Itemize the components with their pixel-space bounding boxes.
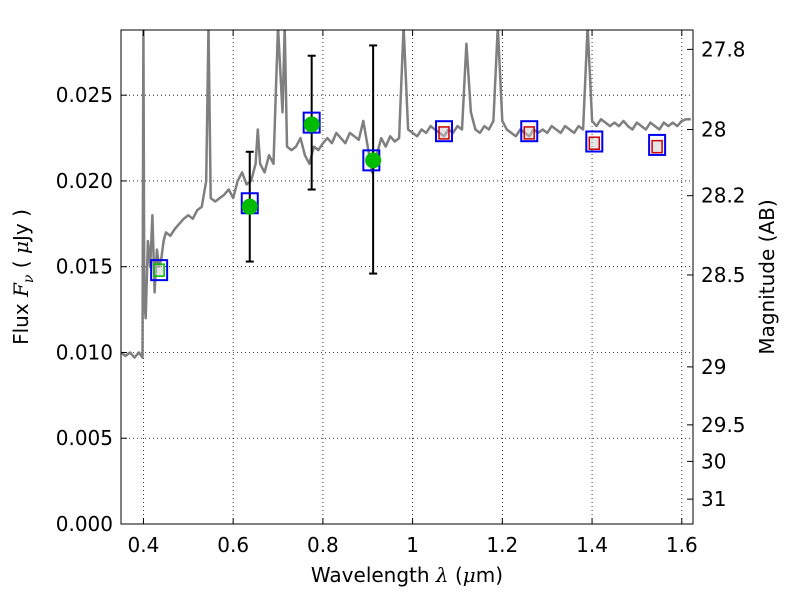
x-tick-label: 0.6 xyxy=(217,533,249,557)
x-tick-label: 1.2 xyxy=(486,533,518,557)
magnitude-tick-label: 27.8 xyxy=(701,37,746,61)
x-tick-label: 0.4 xyxy=(128,533,160,557)
magnitude-tick-label: 31 xyxy=(701,487,726,511)
plot-area xyxy=(121,30,691,359)
x-tick-labels: 0.4 0.6 0.8 1 1.2 1.4 1.6 xyxy=(128,533,698,557)
model-box-marker xyxy=(648,133,667,156)
inner-square-marker xyxy=(153,263,165,277)
magnitude-tick-label: 28.2 xyxy=(701,184,746,208)
y-tick-labels: 0.000 0.005 0.010 0.015 0.020 0.025 xyxy=(56,83,113,536)
magnitude-tick-label: 28.5 xyxy=(701,263,746,287)
x-tick-label: 1.4 xyxy=(576,533,608,557)
magnitude-tick-label: 28 xyxy=(701,117,726,141)
model-box-marker xyxy=(435,120,454,143)
x-tick-label: 1.6 xyxy=(666,533,698,557)
observed-point xyxy=(303,116,320,133)
inner-square-marker xyxy=(588,136,601,150)
y-tick-label: 0.020 xyxy=(56,169,113,193)
magnitude-tick-label: 29.5 xyxy=(701,413,746,437)
inner-square-marker xyxy=(438,126,450,140)
y-tick-label: 0.005 xyxy=(56,426,113,450)
magnitude-tick-label: 29 xyxy=(701,355,726,379)
observed-point xyxy=(365,152,382,169)
y-tick-label: 0.000 xyxy=(56,512,113,536)
inner-square-marker xyxy=(523,126,536,140)
y-tick-label: 0.015 xyxy=(56,255,113,279)
inner-square-marker xyxy=(651,139,663,154)
spectrum-line xyxy=(121,30,691,359)
magnitude-tick-label: 30 xyxy=(701,449,726,473)
x-axis-title: Wavelength λ (μm) xyxy=(311,563,503,587)
model-box-marker xyxy=(150,259,169,282)
magnitude-tick-labels: 27.8 28 28.2 28.5 29 29.5 30 31 xyxy=(701,37,746,511)
observed-point xyxy=(241,198,258,215)
model-box-marker xyxy=(520,120,539,143)
x-tick-label: 1 xyxy=(406,533,419,557)
magnitude-axis-title: Magnitude (AB) xyxy=(755,199,779,354)
y-tick-label: 0.025 xyxy=(56,83,113,107)
y-axis-title: Flux Fν ( μJy ) xyxy=(9,209,37,345)
data-series xyxy=(121,30,691,359)
plot-frame xyxy=(120,29,694,525)
axis-ticks xyxy=(121,30,693,525)
x-tick-label: 0.8 xyxy=(307,533,339,557)
model-box-marker xyxy=(585,130,604,153)
model-box-marker xyxy=(302,111,321,134)
y-tick-label: 0.010 xyxy=(56,340,113,364)
